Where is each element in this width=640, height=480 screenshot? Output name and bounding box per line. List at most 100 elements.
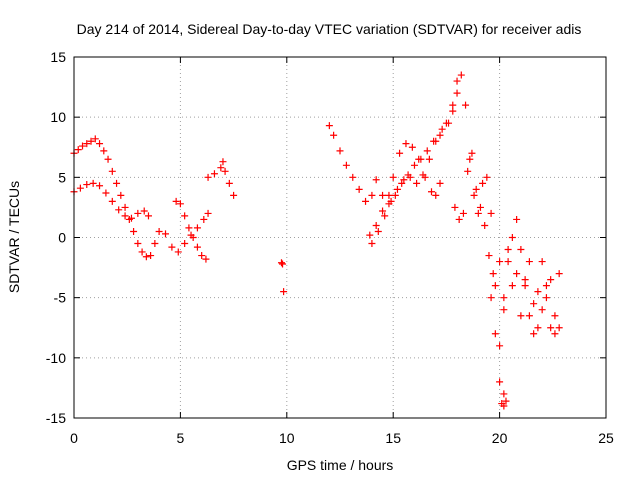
data-point [508,282,516,290]
data-point [542,282,550,290]
data-point [459,209,467,217]
data-point [374,227,382,235]
y-axis-label: SDTVAR / TECUs [6,181,22,293]
data-point [455,215,463,223]
data-point [464,167,472,175]
data-point [500,306,508,314]
x-tick-label: 10 [279,430,295,446]
data-point [496,378,504,386]
x-tick-label: 15 [385,430,401,446]
data-point [408,143,416,151]
data-point [130,227,138,235]
data-point [142,253,150,261]
data-point [202,255,210,263]
y-tick-label: 0 [58,230,66,246]
y-tick-label: -5 [54,290,67,306]
data-point [74,146,82,154]
data-point [121,203,129,211]
data-point [555,270,563,278]
data-point [525,312,533,320]
series-arc-10 [496,234,563,338]
data-point [449,107,457,115]
data-point [91,135,99,143]
data-point [500,294,508,302]
data-point [104,155,112,163]
data-point [280,288,288,296]
data-point [479,179,487,187]
data-point [432,137,440,145]
data-point [513,270,521,278]
series-arc-2-upper [172,197,210,263]
data-point [410,161,418,169]
data-point [391,191,399,199]
data-point [162,230,170,238]
data-point [127,214,135,222]
data-point [402,140,410,148]
data-point [193,224,201,232]
x-axis-ticks: 0 5 10 15 20 25 [70,57,614,446]
data-point [172,197,180,205]
data-point [217,164,225,172]
data-point [504,246,512,254]
data-point [453,89,461,97]
data-point [491,282,499,290]
data-points [70,71,563,410]
data-point [277,259,285,267]
data-point [389,173,397,181]
series-arc-7 [449,71,508,398]
data-point [134,240,142,248]
data-point [225,179,233,187]
data-point [144,212,152,220]
data-point [451,203,459,211]
data-point [555,324,563,332]
data-point [542,294,550,302]
data-point [415,155,423,163]
data-point [200,215,208,223]
data-point [176,200,184,208]
data-point [489,270,497,278]
data-point [134,209,142,217]
data-point [547,324,555,332]
data-point [147,252,155,260]
chart-title: Day 214 of 2014, Sidereal Day-to-day VTE… [77,21,582,37]
data-point [487,209,495,217]
data-point [398,179,406,187]
y-tick-label: -15 [46,410,66,426]
y-axis-ticks: -15 -10 -5 0 5 10 15 [46,49,606,426]
data-point [174,248,182,256]
data-point [502,397,510,405]
data-point [387,197,395,205]
data-point [517,312,525,320]
data-point [504,258,512,266]
data-point [508,234,516,241]
data-point [325,122,333,130]
data-point [168,243,176,251]
data-point [551,312,559,320]
data-point [193,243,201,251]
data-point [445,119,453,127]
series-isolated [277,259,288,296]
data-point [108,167,116,175]
data-point [330,131,338,139]
data-point [115,206,123,214]
data-point [138,248,146,256]
data-point [108,197,116,205]
y-tick-label: -10 [46,350,66,366]
data-point [530,300,538,308]
series-arc-9 [487,215,563,386]
data-point [204,173,212,181]
data-point [538,258,546,266]
data-point [151,240,159,248]
data-point [279,260,287,268]
data-point [336,147,344,155]
data-point [230,191,238,199]
data-point [362,197,370,205]
series-arc-3 [204,158,238,199]
data-point [413,179,421,187]
data-point [468,149,476,157]
x-tick-label: 5 [177,430,185,446]
data-point [538,306,546,314]
y-tick-label: 15 [50,49,66,65]
data-point [113,179,121,187]
data-point [83,181,91,189]
